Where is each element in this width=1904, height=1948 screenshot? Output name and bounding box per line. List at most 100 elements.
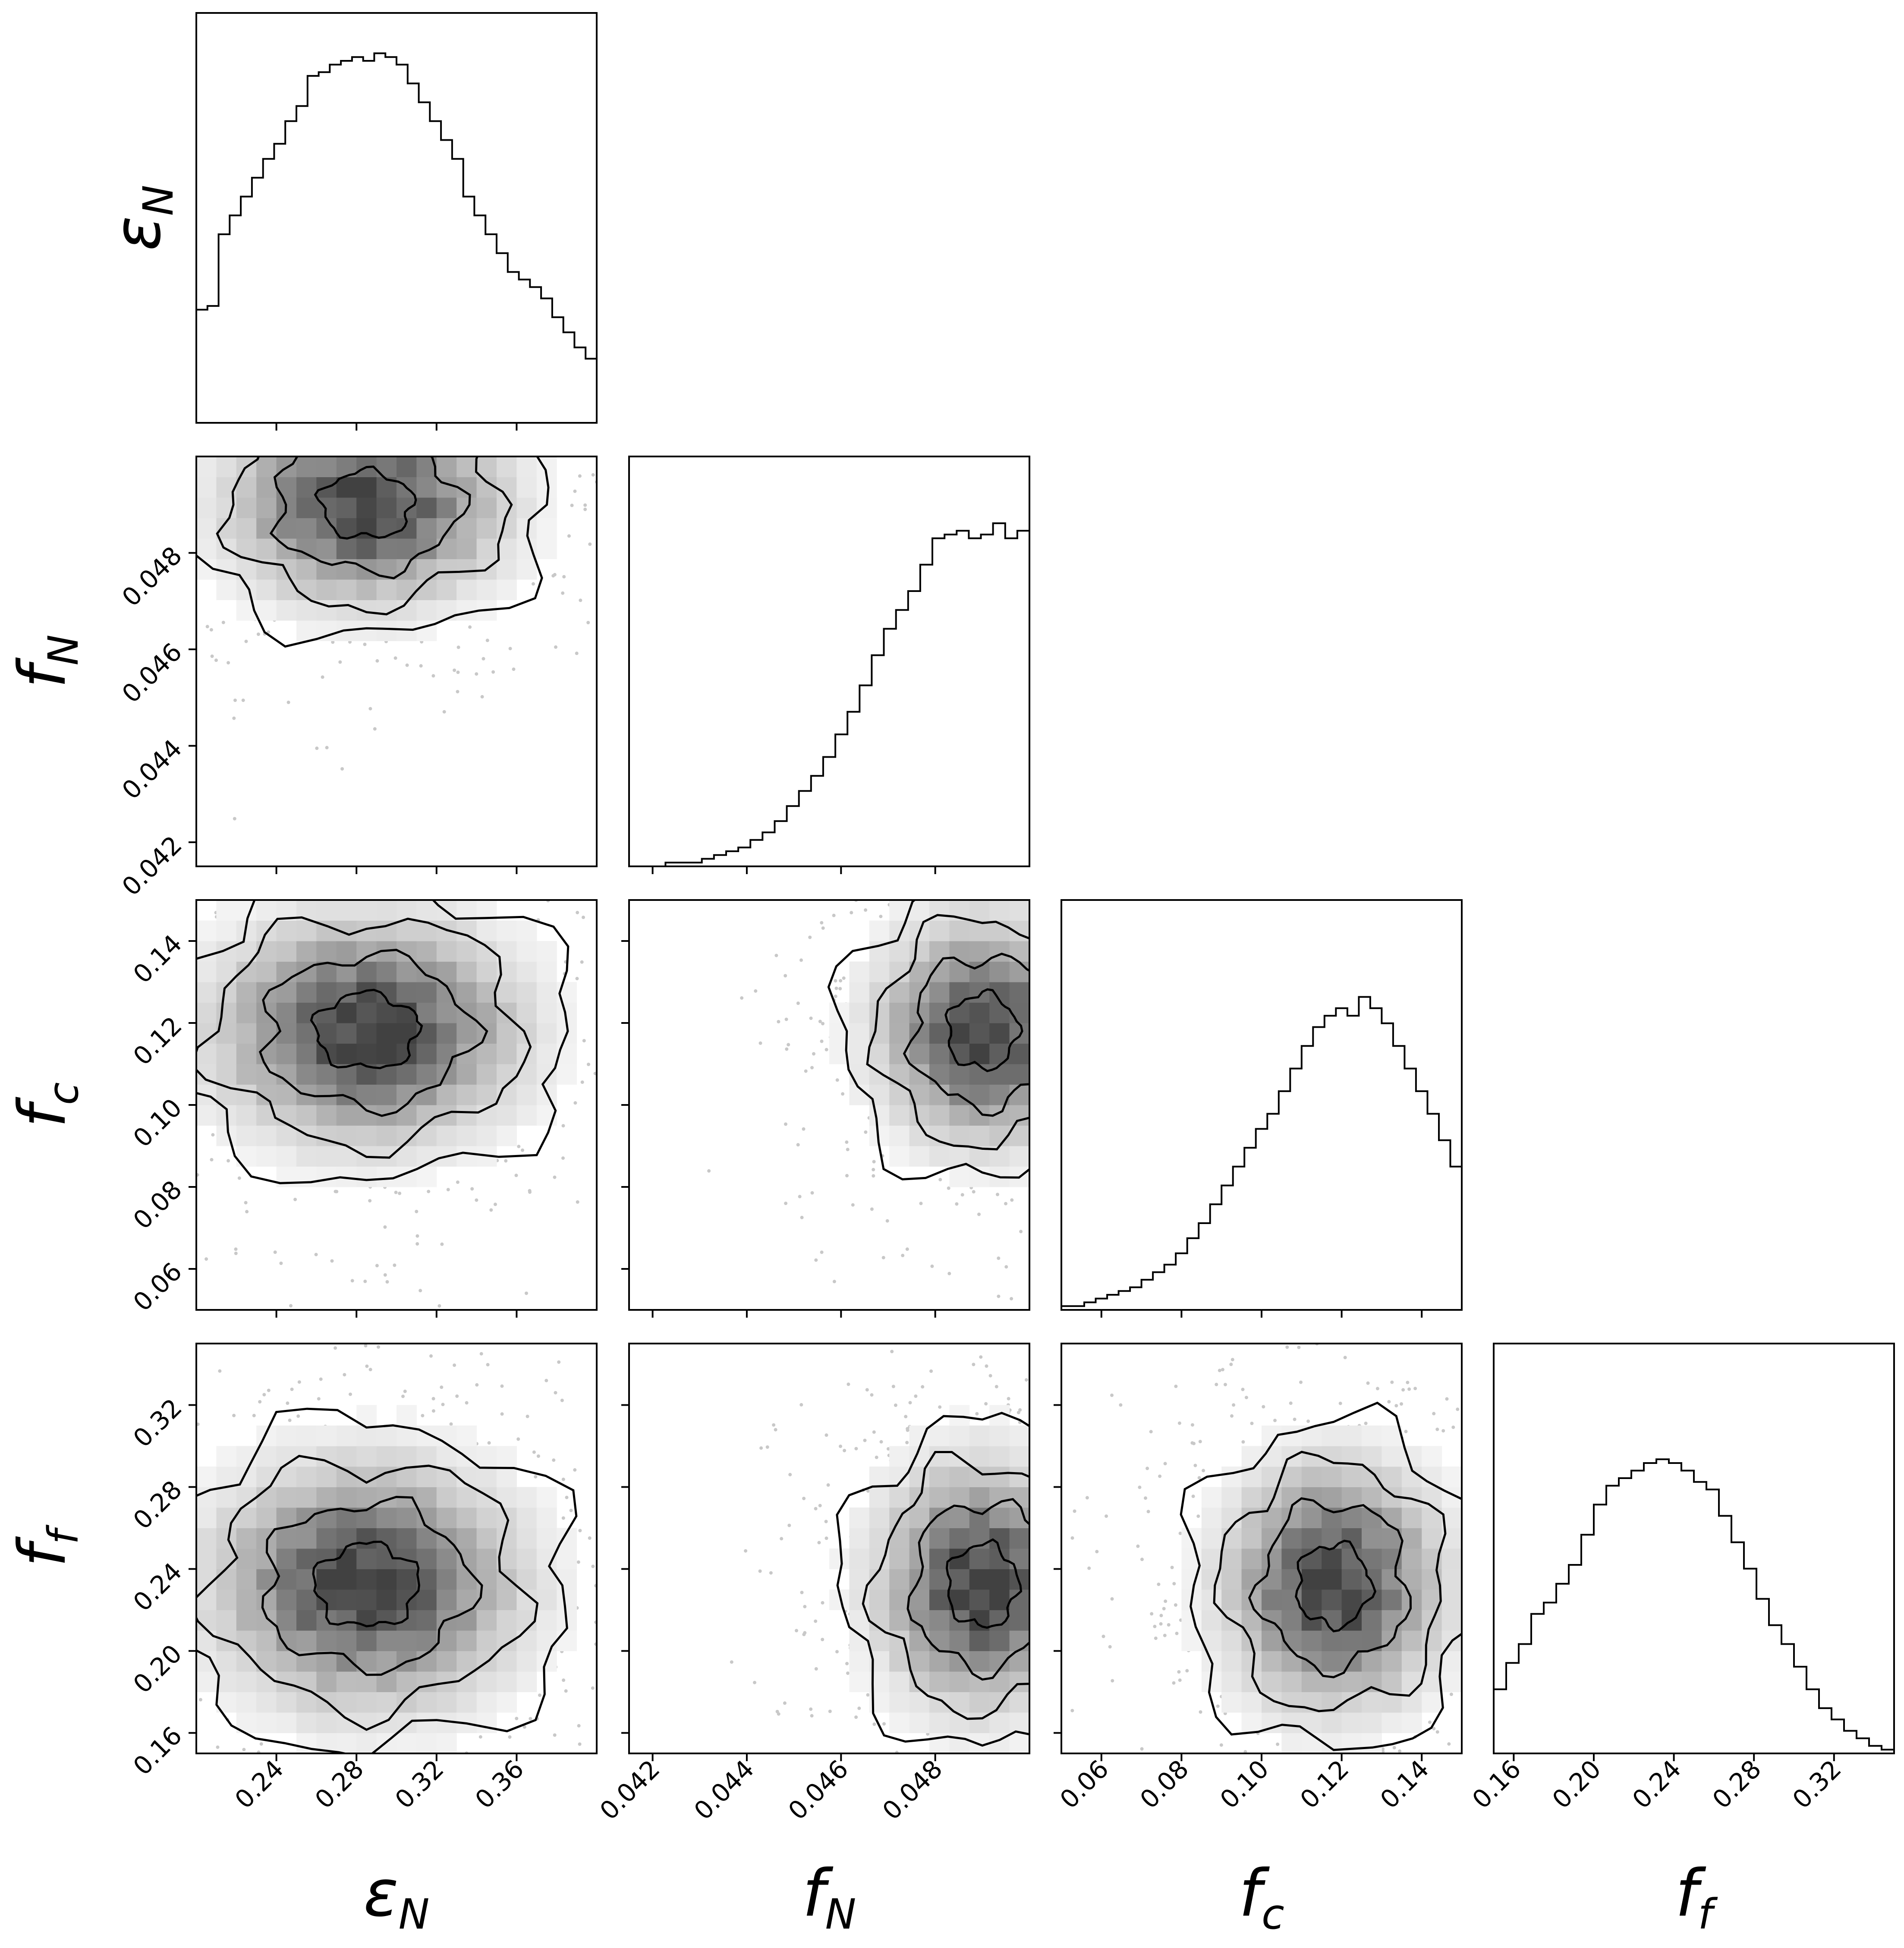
sample-point	[544, 1378, 548, 1382]
density-cell	[436, 600, 457, 621]
density-cell	[296, 1589, 317, 1610]
sample-point	[955, 1202, 959, 1206]
density-cell	[1322, 1712, 1342, 1733]
density-cell	[1201, 1610, 1222, 1631]
density-cell	[1241, 1692, 1262, 1713]
sample-point	[1432, 1727, 1436, 1731]
density-cell	[1362, 1651, 1382, 1672]
density-cell	[416, 1692, 437, 1713]
y-axis-label-eps_N: εN	[100, 185, 183, 251]
sample-point	[1276, 1742, 1280, 1746]
density-cell	[336, 1528, 357, 1549]
density-cell	[476, 1712, 497, 1733]
density-cell	[929, 1589, 950, 1610]
density-cell	[497, 1125, 517, 1146]
sample-point	[573, 1101, 577, 1105]
density-cell	[336, 1548, 357, 1569]
panel-f_N-vs-f_f	[628, 1343, 1030, 1754]
density-cell	[376, 1166, 397, 1187]
sample-point	[262, 1393, 266, 1397]
density-cell	[1401, 1630, 1422, 1651]
density-cell	[236, 1548, 257, 1569]
contour-level-1	[258, 949, 488, 1117]
sample-point	[508, 1735, 512, 1739]
density-cell	[416, 1064, 437, 1085]
sample-point	[984, 1402, 988, 1406]
density-cell	[1301, 1733, 1322, 1753]
density-cell	[336, 1610, 357, 1631]
contour-level-1.5	[196, 1454, 539, 1731]
density-cell	[236, 1589, 257, 1610]
density-cell	[1281, 1426, 1302, 1446]
histogram-step-line	[196, 52, 597, 360]
density-cell	[196, 456, 217, 477]
density-cell	[1241, 1507, 1262, 1528]
sample-point	[988, 1374, 992, 1378]
density-cell	[476, 1610, 497, 1631]
density-cell	[397, 1630, 417, 1651]
sample-point	[587, 1063, 590, 1066]
sample-point	[325, 746, 329, 749]
density-cell	[296, 1166, 317, 1187]
sample-point	[340, 767, 344, 771]
sample-point	[872, 1430, 876, 1434]
sample-point	[377, 1345, 380, 1349]
density-cell	[296, 1467, 317, 1487]
sample-point	[564, 1689, 568, 1693]
density-cell	[516, 456, 537, 477]
sample-point	[1366, 1381, 1370, 1385]
density-cell	[356, 1105, 377, 1126]
sample-point	[233, 817, 236, 821]
sample-point	[419, 664, 423, 668]
density-cell	[196, 1002, 217, 1023]
density-cell	[1341, 1733, 1362, 1753]
sample-point	[244, 639, 248, 643]
sample-point	[578, 1529, 582, 1533]
density-cell	[476, 920, 497, 941]
density-cell	[536, 941, 557, 962]
sample-point	[579, 598, 582, 602]
sample-point	[865, 1388, 869, 1392]
density-cell	[516, 1507, 537, 1528]
sample-point	[818, 1504, 822, 1507]
density-cell	[356, 477, 377, 498]
sample-point	[1230, 1414, 1234, 1418]
density-cell	[356, 961, 377, 982]
density-cell	[1009, 1446, 1029, 1467]
density-cell	[889, 1446, 910, 1467]
contour-level-0.5	[310, 988, 423, 1070]
density-cell	[296, 456, 317, 477]
density-cell	[1401, 1712, 1422, 1733]
density-cell	[516, 497, 537, 518]
sample-point	[286, 1401, 290, 1405]
sample-point	[580, 960, 584, 964]
density-cell	[889, 1064, 910, 1085]
density-cell	[949, 920, 970, 941]
sample-point	[479, 1352, 483, 1356]
density-cell	[516, 941, 537, 962]
density-cell	[456, 961, 477, 982]
density-cell	[276, 1528, 297, 1549]
density-cell	[989, 1043, 1010, 1064]
sample-point	[256, 633, 260, 636]
sample-point	[832, 913, 836, 917]
density-cell	[276, 1146, 297, 1167]
sample-point	[515, 1717, 519, 1721]
density-cell	[1262, 1589, 1282, 1610]
sample-point	[864, 1130, 868, 1134]
sample-point	[1202, 1469, 1205, 1473]
density-cell	[929, 1528, 950, 1549]
y-tick-label: 0.10	[128, 1093, 188, 1153]
sample-point	[1144, 1496, 1147, 1500]
sample-point	[820, 1039, 824, 1043]
sample-point	[802, 1497, 806, 1501]
density-cell	[1241, 1651, 1262, 1672]
sample-point	[826, 1483, 830, 1487]
density-cell	[989, 1125, 1010, 1146]
density-cell	[436, 941, 457, 962]
density-cell	[416, 1487, 437, 1508]
sample-point	[872, 1174, 875, 1178]
sample-point	[854, 1447, 858, 1451]
contour-level-1	[903, 953, 1029, 1117]
histogram-step-line	[1061, 996, 1462, 1307]
